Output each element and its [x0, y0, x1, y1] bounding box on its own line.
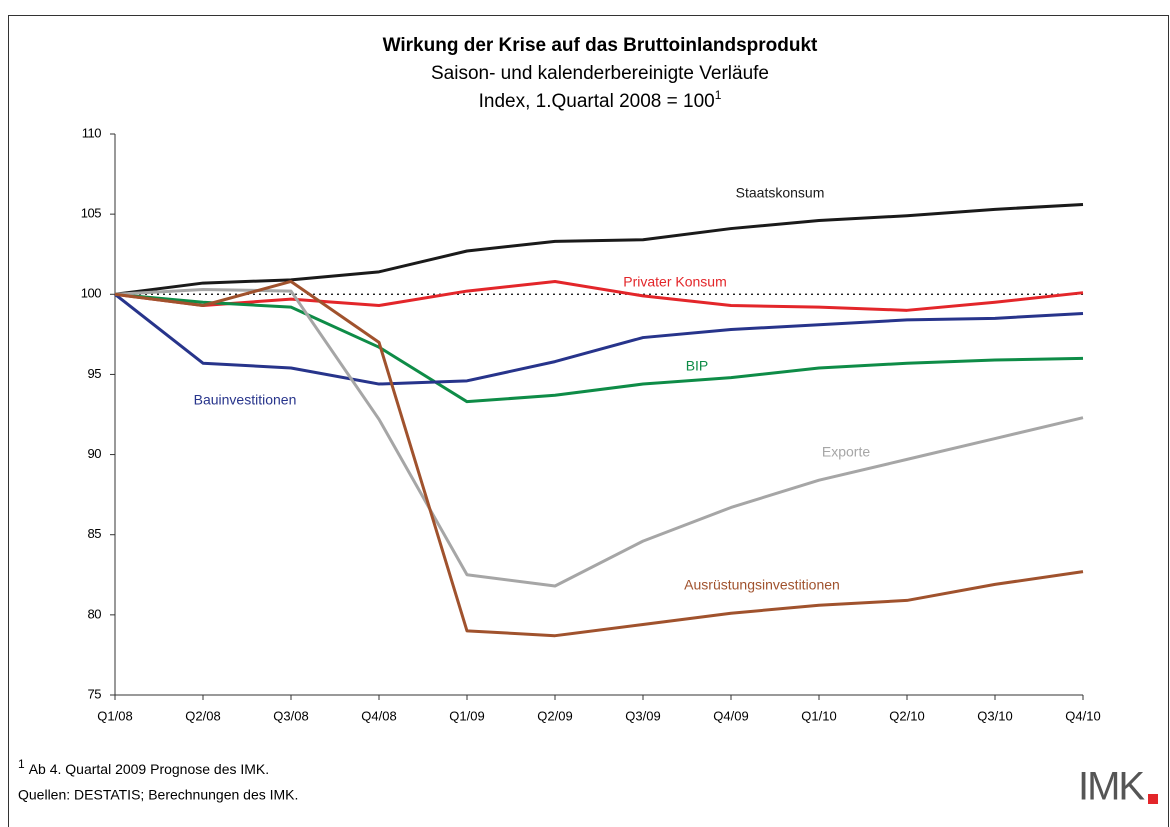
x-tick-label: Q3/10 — [977, 708, 1012, 723]
series-line — [114, 279, 1084, 312]
x-tick-label: Q2/08 — [185, 708, 220, 723]
x-tick-label: Q3/09 — [625, 708, 660, 723]
source: Quellen: DESTATIS; Berechnungen des IMK. — [18, 787, 298, 803]
x-tick-label: Q3/08 — [273, 708, 308, 723]
series-line — [114, 203, 1084, 296]
x-tick-label: Q4/09 — [713, 708, 748, 723]
y-tick-label: 110 — [82, 125, 101, 140]
y-tick-label: 80 — [88, 606, 102, 621]
subtitle-text: Index, 1.Quartal 2008 = 100 — [479, 91, 715, 112]
series-label: Privater Konsum — [623, 274, 726, 290]
series-line — [114, 293, 1084, 386]
y-tick-label: 105 — [81, 206, 101, 221]
logo-text: IMK — [1078, 765, 1145, 809]
x-tick-label: Q1/09 — [449, 708, 484, 723]
series-label: Exporte — [822, 444, 870, 460]
x-tick-label: Q2/10 — [889, 708, 924, 723]
x-tick-label: Q1/08 — [97, 708, 132, 723]
y-tick-label: 85 — [88, 526, 102, 541]
logo: IMK — [1078, 765, 1158, 809]
footnote-mark: 1 — [18, 757, 25, 771]
footnote-mark: 1 — [715, 88, 722, 102]
x-tick-label: Q4/10 — [1065, 708, 1100, 723]
series-label: Staatskonsum — [736, 185, 825, 201]
series-line — [114, 287, 1084, 588]
logo-square — [1148, 794, 1158, 804]
series-line — [114, 279, 1084, 638]
chart-title: Wirkung der Krise auf das Bruttoinlandsp… — [383, 35, 818, 56]
series-line — [114, 292, 1084, 404]
y-tick-label: 90 — [88, 446, 102, 461]
chart-subtitle: Index, 1.Quartal 2008 = 1001 — [479, 88, 722, 112]
series-label: Ausrüstungsinvestitionen — [684, 577, 840, 593]
y-tick-label: 75 — [88, 686, 102, 701]
y-tick-label: 100 — [81, 286, 101, 301]
series-label: Bauinvestitionen — [194, 392, 297, 408]
chart-subtitle: Saison- und kalenderbereinigte Verläufe — [431, 63, 769, 84]
x-tick-label: Q2/09 — [537, 708, 572, 723]
chart-frame — [8, 15, 1169, 827]
x-tick-label: Q1/10 — [801, 708, 836, 723]
x-tick-label: Q4/08 — [361, 708, 396, 723]
series-label: BIP — [686, 358, 709, 374]
footnote: 1 Ab 4. Quartal 2009 Prognose des IMK. — [18, 757, 269, 777]
y-tick-label: 95 — [88, 366, 102, 381]
footnote-text: Ab 4. Quartal 2009 Prognose des IMK. — [29, 761, 269, 777]
